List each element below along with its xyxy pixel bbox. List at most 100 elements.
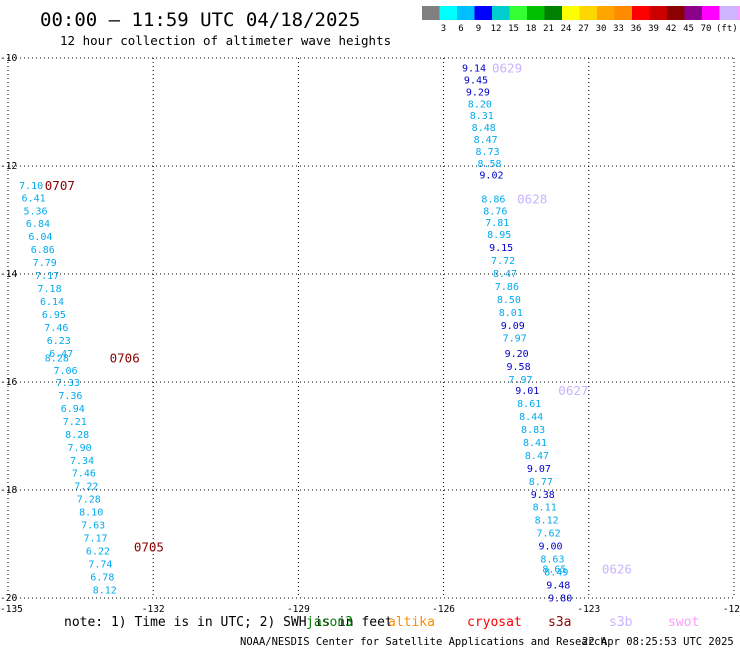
- swh-value: 7.72: [491, 256, 515, 267]
- swh-value: 9.58: [507, 362, 531, 373]
- legend-swatch: [509, 6, 527, 20]
- legend-label: 9: [476, 24, 481, 34]
- swh-value: 9.15: [489, 243, 513, 254]
- swh-value: 7.62: [537, 529, 561, 540]
- satellite-name: cryosat: [467, 615, 522, 630]
- legend-label: 45: [683, 24, 694, 34]
- swh-value: 9.48: [546, 581, 570, 592]
- satellite-legend: jason3 altika cryosat s3a s3b swot: [306, 615, 699, 630]
- legend-unit: (ft): [716, 24, 738, 34]
- swh-value: 9.80: [548, 593, 572, 604]
- swh-value: 9.45: [464, 76, 488, 87]
- swh-value: 8.01: [499, 308, 523, 319]
- footer-timestamp: 22 Apr 08:25:53 UTC 2025: [582, 636, 734, 648]
- swh-value: 6.22: [86, 546, 110, 557]
- swh-value: 8.86: [481, 194, 505, 205]
- pass-time-label: 0706: [110, 351, 140, 366]
- swh-value: 7.36: [58, 391, 82, 402]
- swh-value: 8.44: [519, 412, 543, 423]
- legend-swatch: [702, 6, 720, 20]
- swh-value: 8.12: [93, 585, 117, 596]
- y-tick-label: -16: [0, 377, 17, 388]
- swh-value: 9.29: [466, 87, 490, 98]
- y-tick-label: -18: [0, 485, 17, 496]
- legend-swatch: [562, 6, 580, 20]
- axis-ticks: -135 -132 -129 -126 -123 -12 -10 -12 -14 -16 -18 -2…: [0, 53, 740, 615]
- legend-swatch: [614, 6, 632, 20]
- legend-swatch: [544, 6, 562, 20]
- swh-value: 8.65: [542, 564, 566, 575]
- legend-swatch: [684, 6, 702, 20]
- legend-swatch: [474, 6, 492, 20]
- swh-value: 9.14: [462, 64, 486, 75]
- x-tick-label: -123: [577, 604, 600, 615]
- swh-value: 9.07: [527, 464, 551, 475]
- swh-value: 6.84: [26, 219, 50, 230]
- swh-value: 6.78: [90, 572, 114, 583]
- swh-value: 8.58: [477, 159, 501, 170]
- satellite-name: altika: [388, 615, 435, 630]
- swh-value: 9.38: [531, 490, 555, 501]
- satellite-name: s3a: [548, 615, 571, 630]
- swh-value: 7.46: [72, 469, 96, 480]
- y-tick-label: -20: [0, 593, 17, 604]
- swh-value: 7.97: [503, 334, 527, 345]
- swh-value: 8.61: [517, 399, 541, 410]
- legend-swatch: [632, 6, 650, 20]
- legend-label: 6: [458, 24, 463, 34]
- swh-value: 8.73: [476, 147, 500, 158]
- swh-value: 8.48: [472, 123, 496, 134]
- swh-value: 9.09: [501, 321, 525, 332]
- swh-value: 8.11: [533, 503, 557, 514]
- legend-swatch: [527, 6, 545, 20]
- swh-value: 6.95: [42, 310, 66, 321]
- color-legend: 3 6 9 12 15 18 21 24 27 30 33 36 39 42 45 70 (ft): [422, 6, 740, 34]
- swh-value: 7.18: [38, 284, 62, 295]
- legend-label: 70: [701, 24, 712, 34]
- swh-value: 8.47: [493, 269, 517, 280]
- legend-label: 39: [648, 24, 659, 34]
- swh-value: 5.36: [23, 206, 47, 217]
- data-points: 7.106.41 5.36 6.84 6.04 6.86 7.79 7.17 7.18 6.14…: [19, 61, 632, 605]
- swh-value: 6.86: [31, 245, 55, 256]
- swh-value: 9.02: [479, 171, 503, 182]
- swh-value: 7.17: [84, 534, 108, 545]
- swh-value: 8.41: [523, 438, 547, 449]
- swh-value: 7.97: [508, 375, 532, 386]
- legend-label: 33: [613, 24, 624, 34]
- swh-value: 6.47: [49, 349, 73, 360]
- y-tick-label: -12: [0, 161, 17, 172]
- swh-value: 7.79: [33, 258, 57, 269]
- satellite-name: swot: [668, 615, 699, 630]
- pass-time-label: 0705: [134, 540, 164, 555]
- swh-value: 7.74: [88, 559, 112, 570]
- legend-label: 24: [561, 24, 572, 34]
- legend-swatch: [649, 6, 667, 20]
- swh-value: 7.28: [77, 495, 101, 506]
- y-tick-label: -14: [0, 269, 17, 280]
- x-tick-label: -12: [723, 604, 740, 615]
- legend-swatch: [422, 6, 440, 20]
- swh-value: 7.10: [19, 181, 43, 192]
- swh-value: 6.04: [28, 232, 52, 243]
- legend-swatch: [492, 6, 510, 20]
- swh-value: 8.47: [525, 451, 549, 462]
- footer-credit: NOAA/NESDIS Center for Satellite Applica…: [240, 636, 607, 648]
- legend-label: 36: [631, 24, 642, 34]
- swh-value: 7.06: [53, 366, 77, 377]
- swh-value: 7.46: [44, 323, 68, 334]
- swh-value: 7.22: [74, 482, 98, 493]
- swh-value: 7.86: [495, 282, 519, 293]
- swh-value: 8.31: [470, 111, 494, 122]
- swh-value: 7.90: [68, 443, 92, 454]
- legend-label: 42: [666, 24, 677, 34]
- grid-lines: [7, 57, 735, 599]
- x-tick-label: -129: [287, 604, 310, 615]
- legend-swatch: [457, 6, 475, 20]
- swh-value: 7.33: [56, 378, 80, 389]
- swh-value: 6.14: [40, 297, 64, 308]
- swh-value: 8.12: [535, 516, 559, 527]
- swh-value: 8.10: [79, 508, 103, 519]
- legend-swatch: [579, 6, 597, 20]
